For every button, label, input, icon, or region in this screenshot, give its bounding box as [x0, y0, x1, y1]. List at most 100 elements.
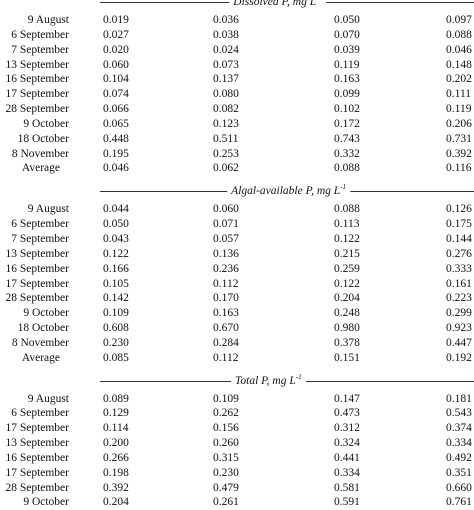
table-row: 9 October 0.204 0.261 0.591 0.761: [0, 495, 474, 510]
table-row: 17 September 0.074 0.080 0.099 0.111: [0, 87, 474, 102]
cell-value: 0.144: [446, 232, 472, 245]
cell-value: 0.448: [103, 132, 129, 145]
cell-value: 0.259: [334, 262, 360, 275]
section-header: Total P, mg L-1: [0, 372, 474, 392]
cell-value: 0.670: [213, 322, 239, 335]
table-row: 6 September 0.050 0.071 0.113 0.175: [0, 217, 474, 232]
cell-value: 0.109: [213, 392, 239, 405]
cell-value: 0.122: [334, 232, 360, 245]
cell-value: 0.089: [103, 392, 129, 405]
cell-value: 0.163: [213, 307, 239, 320]
cell-value: 0.202: [446, 73, 472, 86]
row-label: 17 September: [5, 466, 69, 479]
cell-value: 0.181: [446, 392, 472, 405]
cell-value: 0.392: [446, 147, 472, 160]
section-title-text: Total P, mg L: [235, 374, 296, 387]
table-row: 9 October 0.065 0.123 0.172 0.206: [0, 117, 474, 132]
section-header: Dissolved P, mg L-1: [0, 0, 474, 13]
cell-value: 0.253: [213, 147, 239, 160]
cell-value: 0.473: [334, 407, 360, 420]
cell-value: 0.163: [334, 73, 360, 86]
row-label: 9 August: [27, 203, 69, 216]
cell-value: 0.324: [334, 437, 360, 450]
cell-value: 0.065: [103, 117, 129, 130]
cell-value: 0.260: [213, 437, 239, 450]
row-label: 17 September: [5, 422, 69, 435]
cell-value: 0.074: [103, 88, 129, 101]
row-label: 18 October: [17, 322, 69, 335]
row-label: 28 September: [5, 292, 69, 305]
table-row: 6 September 0.027 0.038 0.070 0.088: [0, 28, 474, 43]
row-label: 17 September: [5, 277, 69, 290]
table-row: 9 October 0.109 0.163 0.248 0.299: [0, 306, 474, 321]
cell-value: 0.230: [213, 466, 239, 479]
row-label: 13 September: [5, 58, 69, 71]
cell-value: 0.161: [446, 277, 472, 290]
cell-value: 0.112: [213, 277, 239, 290]
cell-value: 0.170: [213, 292, 239, 305]
row-label: 16 September: [5, 73, 69, 86]
cell-value: 0.136: [213, 247, 239, 260]
cell-value: 0.204: [334, 292, 360, 305]
average-row: Average 0.046 0.062 0.088 0.116: [0, 161, 474, 176]
cell-value: 0.248: [334, 307, 360, 320]
section-title-unit-exponent: -1: [340, 183, 347, 192]
table-row: 16 September 0.166 0.236 0.259 0.333: [0, 262, 474, 277]
cell-value: 0.071: [213, 218, 239, 231]
table-row: 17 September 0.114 0.156 0.312 0.374: [0, 421, 474, 436]
cell-value: 0.332: [334, 147, 360, 160]
cell-value: 0.050: [334, 14, 360, 26]
cell-value: 0.038: [213, 28, 239, 41]
cell-value: 0.097: [446, 14, 472, 26]
cell-value: 0.223: [446, 292, 472, 305]
cell-value: 0.266: [103, 451, 129, 464]
cell-value: 0.204: [103, 496, 129, 509]
table-row: 8 November 0.230 0.284 0.378 0.447: [0, 336, 474, 351]
cell-value: 0.333: [446, 262, 472, 275]
cell-value: 0.142: [103, 292, 129, 305]
cell-value: 0.923: [446, 322, 472, 335]
cell-value: 0.334: [446, 437, 472, 450]
cell-value: 0.192: [446, 351, 472, 364]
cell-value: 0.980: [334, 322, 360, 335]
cell-value: 0.276: [446, 247, 472, 260]
cell-value: 0.230: [103, 336, 129, 349]
table-row: 7 September 0.020 0.024 0.039 0.046: [0, 43, 474, 58]
section-title: Dissolved P, mg L-1: [229, 0, 326, 10]
cell-value: 0.761: [446, 496, 472, 509]
cell-value: 0.374: [446, 422, 472, 435]
cell-value: 0.119: [446, 103, 472, 116]
cell-value: 0.112: [213, 351, 239, 364]
cell-value: 0.099: [334, 88, 360, 101]
row-label: 9 October: [23, 307, 69, 320]
cell-value: 0.175: [446, 218, 472, 231]
table-row: 7 September 0.043 0.057 0.122 0.144: [0, 232, 474, 247]
cell-value: 0.581: [334, 481, 360, 494]
cell-value: 0.284: [213, 336, 239, 349]
cell-value: 0.441: [334, 451, 360, 464]
cell-value: 0.236: [213, 262, 239, 275]
row-label: 16 September: [5, 451, 69, 464]
cell-value: 0.137: [213, 73, 239, 86]
cell-value: 0.147: [334, 392, 360, 405]
cell-value: 0.111: [446, 88, 472, 101]
table-row: 6 September 0.129 0.262 0.473 0.543: [0, 406, 474, 421]
row-label: 13 September: [5, 247, 69, 260]
section-title: Algal-available P, mg L-1: [227, 183, 351, 200]
section-title: Total P, mg L-1: [231, 372, 306, 389]
cell-value: 0.315: [213, 451, 239, 464]
table-row: 9 August 0.089 0.109 0.147 0.181: [0, 392, 474, 407]
cell-value: 0.351: [446, 466, 472, 479]
cell-value: 0.172: [334, 117, 360, 130]
table-row: 18 October 0.608 0.670 0.980 0.923: [0, 321, 474, 336]
row-label: 9 August: [27, 392, 69, 405]
cell-value: 0.046: [446, 43, 472, 56]
cell-value: 0.166: [103, 262, 129, 275]
cell-value: 0.088: [446, 28, 472, 41]
cell-value: 0.036: [213, 14, 239, 26]
table-row: 9 August 0.019 0.036 0.050 0.097: [0, 13, 474, 28]
cell-value: 0.312: [334, 422, 360, 435]
row-label: Average: [21, 162, 60, 175]
cell-value: 0.479: [213, 481, 239, 494]
cell-value: 0.050: [103, 218, 129, 231]
